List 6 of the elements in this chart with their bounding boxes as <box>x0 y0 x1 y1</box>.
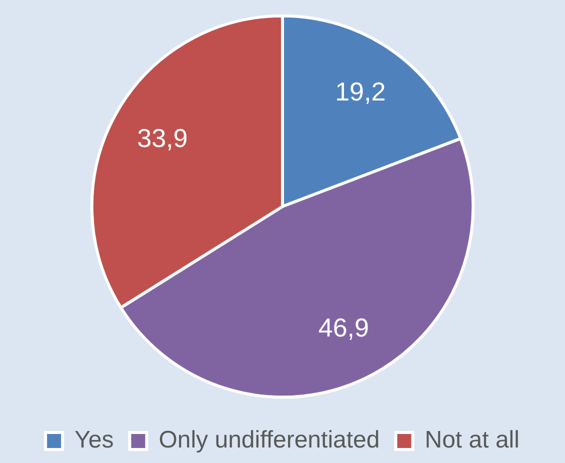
legend-label: Only undifferentiated <box>158 426 380 454</box>
data-label: 19,2 <box>335 76 386 107</box>
data-label: 33,9 <box>137 123 188 154</box>
data-label: 46,9 <box>318 312 369 343</box>
legend-label: Yes <box>74 426 114 454</box>
legend-label: Not at all <box>424 426 520 454</box>
